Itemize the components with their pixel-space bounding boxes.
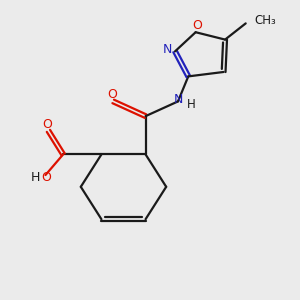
Text: H: H [31,172,40,184]
Text: O: O [192,19,202,32]
Text: O: O [42,118,52,131]
Text: CH₃: CH₃ [254,14,276,27]
Text: N: N [173,93,183,106]
Text: H: H [187,98,196,111]
Text: N: N [163,44,172,56]
Text: O: O [41,172,51,184]
Text: O: O [107,88,117,101]
